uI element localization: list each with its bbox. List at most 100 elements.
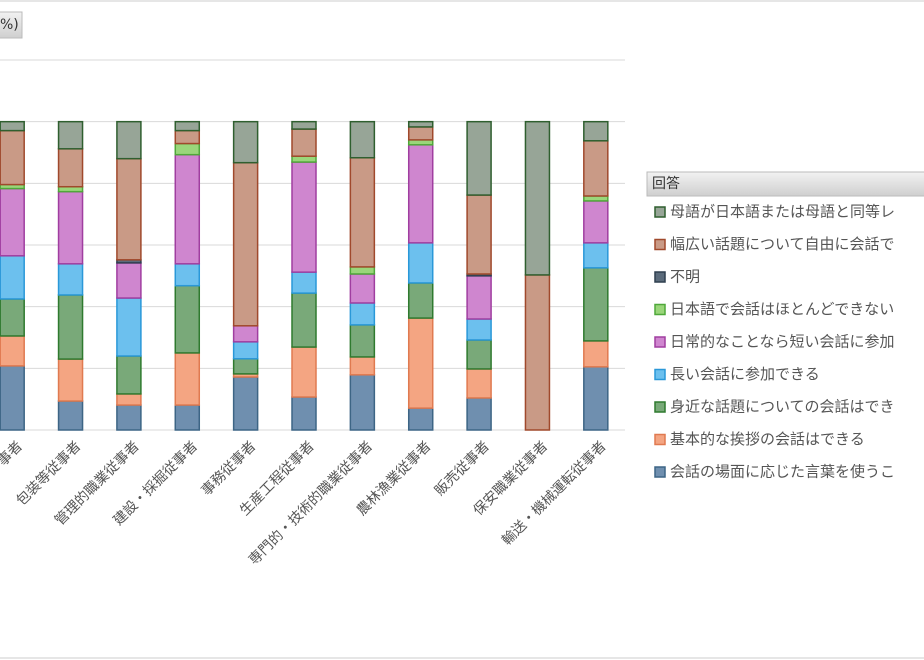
- legend-swatch: [654, 238, 666, 251]
- bar-segment: [174, 129, 201, 145]
- bar-segment: [0, 365, 25, 431]
- bar-segment: [174, 153, 201, 265]
- bar-segment: [232, 161, 259, 327]
- legend-header: [646, 171, 924, 197]
- bar-segment: [57, 263, 84, 296]
- bar-segment: [407, 407, 434, 431]
- bar-segment: [232, 376, 259, 431]
- legend-swatch: [654, 206, 666, 218]
- bar-segment: [349, 302, 376, 326]
- bar-segment: [0, 187, 25, 257]
- bar-segment: [291, 346, 317, 398]
- unit-button[interactable]: [0, 11, 23, 39]
- bar-segment: [116, 262, 142, 299]
- bar-segment: [583, 242, 609, 269]
- bar-segment: [174, 284, 201, 354]
- bar-segment: [57, 358, 84, 402]
- bar-segment: [116, 393, 142, 406]
- legend-label: 母語が日本語または母語と同等レ: [670, 203, 895, 221]
- bar-segment: [0, 129, 25, 186]
- bar-segment: [291, 396, 317, 431]
- x-tick-label: 事務従事者: [198, 438, 259, 499]
- bar-segment: [116, 157, 142, 261]
- bar-segment: [232, 120, 259, 164]
- bar-segment: [583, 366, 609, 431]
- bar-segment: [466, 194, 492, 275]
- bar-segment: [349, 374, 376, 431]
- bar-segment: [0, 335, 25, 367]
- bar-segment: [466, 397, 492, 431]
- bar-segment: [466, 339, 492, 370]
- legend-label: 長い会話に参加できる: [670, 365, 820, 383]
- bar-segment: [524, 120, 551, 276]
- bar-segment: [291, 155, 317, 163]
- legend-label: 基本的な挨拶の会話はできる: [670, 430, 865, 448]
- bar-segment: [174, 263, 201, 287]
- bar-segment: [116, 404, 142, 431]
- legend-label: 会話の場面に応じた言葉を使うこ: [670, 463, 895, 481]
- bar-segment: [0, 298, 25, 337]
- x-tick-label: 販売従事者: [432, 438, 493, 499]
- bar-segment: [407, 126, 434, 141]
- x-tick-label: 事者: [0, 438, 26, 469]
- bar-segment: [232, 341, 259, 360]
- bar-segment: [466, 275, 492, 320]
- bar-segment: [407, 144, 434, 244]
- bar-segment: [57, 120, 84, 150]
- bar-segment: [116, 355, 142, 395]
- legend-swatch: [654, 466, 666, 478]
- bar-segment: [466, 120, 492, 196]
- bar-segment: [57, 294, 84, 360]
- legend-title: 回答: [652, 175, 680, 192]
- bar-segment: [174, 404, 201, 431]
- bar-segment: [232, 358, 259, 375]
- legend-swatch: [654, 368, 666, 381]
- legend-swatch: [654, 433, 666, 446]
- x-tick-label: 専門的・技術的職業従事者: [246, 438, 376, 568]
- legend-swatch: [654, 271, 666, 283]
- bar-segment: [291, 271, 317, 294]
- legend-swatch: [654, 303, 666, 316]
- legend-swatch: [654, 401, 666, 413]
- bar-segment: [232, 325, 259, 343]
- bar-segment: [0, 120, 25, 132]
- bar-segment: [291, 161, 317, 273]
- bar-segment: [174, 352, 201, 406]
- bar-segment: [407, 317, 434, 409]
- bar-segment: [57, 190, 84, 265]
- bar-segment: [174, 142, 201, 156]
- legend-label: 身近な話題についての会話はでき: [670, 398, 895, 416]
- bar-segment: [583, 120, 609, 142]
- bar-segment: [291, 292, 317, 348]
- bar-segment: [583, 200, 609, 244]
- bar-segment: [349, 120, 376, 159]
- bar-segment: [466, 318, 492, 341]
- unit-label: %): [0, 17, 19, 33]
- bar-segment: [349, 266, 376, 275]
- bar-segment: [57, 148, 84, 188]
- bar-segment: [407, 242, 434, 284]
- bar-segment: [407, 282, 434, 319]
- bar-segment: [174, 120, 201, 132]
- bar-segment: [291, 120, 317, 130]
- bar-segment: [349, 324, 376, 358]
- bar-segment: [57, 400, 84, 431]
- bar-segment: [116, 120, 142, 160]
- bar-segment: [349, 156, 376, 268]
- x-tick-label: 輸送・機械運転従事者: [499, 438, 609, 548]
- legend-label: 不明: [670, 268, 700, 286]
- legend-swatch: [654, 336, 666, 348]
- legend-label: 幅広い話題について自由に会話で: [670, 235, 895, 253]
- bar-segment: [0, 255, 25, 300]
- bar-segment: [466, 368, 492, 399]
- bar-segment: [524, 274, 551, 431]
- bar-segment: [116, 297, 142, 357]
- bar-segment: [583, 267, 609, 342]
- bar-segment: [407, 120, 434, 128]
- bar-segment: [349, 273, 376, 304]
- bar-segment: [349, 356, 376, 376]
- bar-segment: [291, 128, 317, 157]
- bar-segment: [583, 140, 609, 197]
